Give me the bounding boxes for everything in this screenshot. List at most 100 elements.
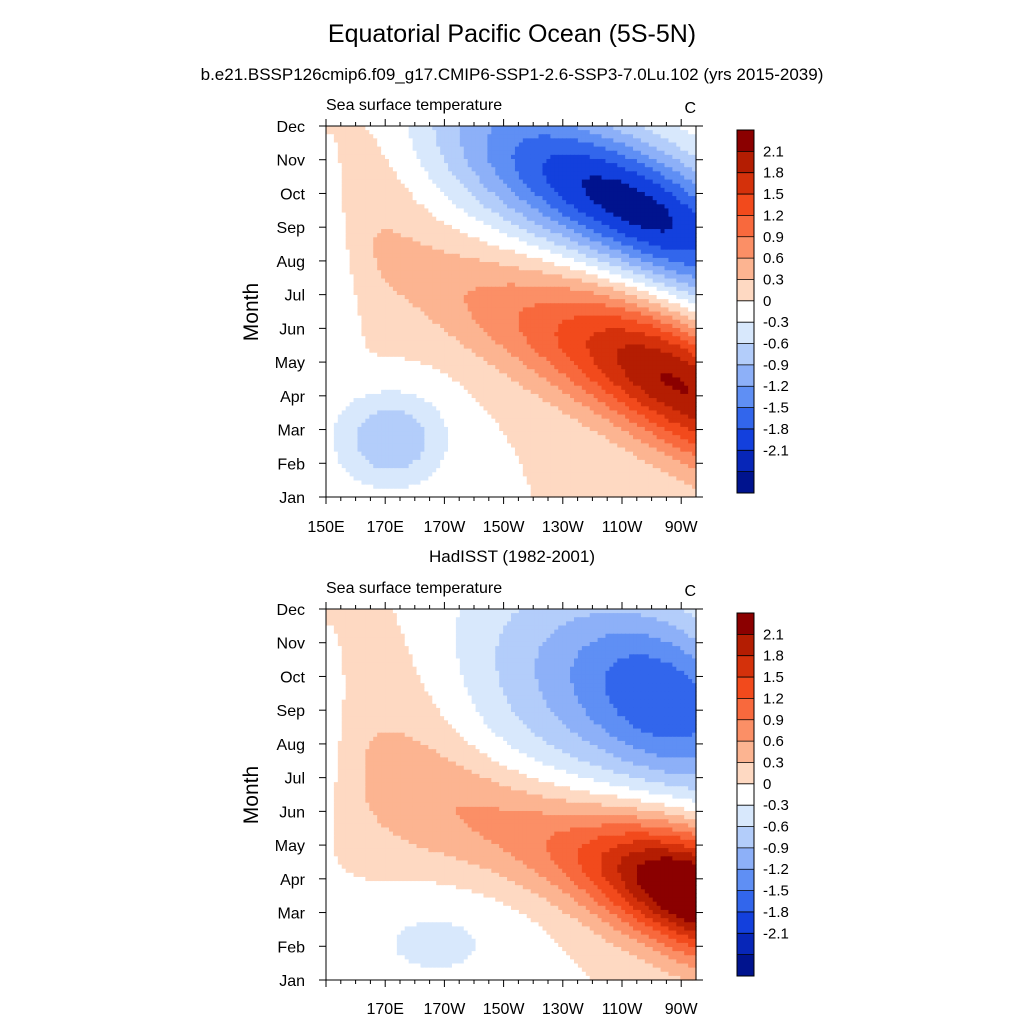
y-tick-label: Sep bbox=[277, 703, 306, 720]
colorbar-box bbox=[737, 407, 754, 430]
y-tick-label: Jan bbox=[279, 490, 305, 507]
panel-observations: Jan Feb Mar Apr May Jun Jul Aug Sep Oct Nov Dec 170E… bbox=[240, 580, 789, 1018]
colorbar-box bbox=[737, 911, 754, 934]
y-tick-label: Jun bbox=[279, 804, 305, 821]
sst-anomaly-field bbox=[326, 126, 697, 498]
colorbar-box bbox=[737, 677, 754, 699]
y-tick-label: Jan bbox=[279, 973, 305, 990]
colorbar-label: 1.8 bbox=[763, 648, 784, 665]
colorbar: 2.1 1.8 1.5 1.2 0.9 0.6 0.3 0 -0.3 -0.6 -0.9 -1.2 -1… bbox=[736, 612, 789, 977]
colorbar-box bbox=[737, 741, 754, 763]
panel-model: Jan Feb Mar Apr May Jun Jul Aug Sep Oct Nov Dec 150E… bbox=[240, 97, 789, 536]
y-tick-label: Aug bbox=[277, 737, 305, 754]
colorbar-box bbox=[737, 236, 754, 259]
colorbar-label: 0.9 bbox=[763, 712, 784, 729]
colorbar-label: -1.8 bbox=[763, 904, 789, 921]
colorbar-box bbox=[737, 634, 754, 656]
colorbar-label: 1.5 bbox=[763, 186, 784, 203]
y-tick-label: Mar bbox=[277, 423, 305, 440]
y-tick-label: Feb bbox=[277, 456, 305, 473]
y-tick-label: May bbox=[275, 838, 305, 855]
colorbar-label: 0.6 bbox=[763, 733, 784, 750]
y-tick-label: Feb bbox=[277, 939, 305, 956]
y-axis-title: Month bbox=[240, 766, 263, 824]
colorbar-box bbox=[737, 215, 754, 237]
colorbar-box bbox=[737, 130, 754, 152]
colorbar-label: 0.9 bbox=[763, 229, 784, 246]
colorbar-label: -1.2 bbox=[763, 378, 789, 395]
colorbar-label: -1.5 bbox=[763, 400, 789, 417]
colorbar-box bbox=[737, 762, 754, 785]
y-tick-label: Apr bbox=[280, 389, 306, 406]
y-tick-label: Sep bbox=[277, 220, 306, 237]
x-tick-label: 170E bbox=[367, 1001, 404, 1018]
colorbar-label: -1.5 bbox=[763, 883, 789, 900]
colorbar-label: -1.8 bbox=[763, 421, 789, 438]
colorbar-label: -1.2 bbox=[763, 861, 789, 878]
colorbar-label: -0.3 bbox=[763, 797, 789, 814]
colorbar-frame bbox=[736, 612, 755, 977]
colorbar-label: -0.9 bbox=[763, 840, 789, 857]
colorbar-box bbox=[737, 783, 754, 806]
x-tick-label: 130W bbox=[542, 519, 585, 536]
y-tick-label: Jun bbox=[279, 321, 305, 338]
colorbar-box bbox=[737, 258, 754, 280]
y-tick-label: Nov bbox=[277, 153, 305, 170]
colorbar-box bbox=[737, 300, 754, 323]
colorbar-label: 2.1 bbox=[763, 626, 784, 643]
colorbar-label: 1.2 bbox=[763, 207, 784, 224]
x-tick-label: 170E bbox=[367, 519, 404, 536]
colorbar-box bbox=[737, 954, 754, 977]
plot-frame bbox=[325, 125, 697, 498]
colorbar-label: 0.3 bbox=[763, 754, 784, 771]
colorbar-label: 0.3 bbox=[763, 271, 784, 288]
left-string: Sea surface temperature bbox=[326, 580, 502, 597]
figure-title: Equatorial Pacific Ocean (5S-5N) bbox=[327, 20, 697, 48]
colorbar-label: 2.1 bbox=[763, 143, 784, 160]
colorbar-label: -2.1 bbox=[763, 925, 789, 942]
plot-frame bbox=[325, 608, 697, 981]
colorbar-box bbox=[737, 172, 754, 195]
colorbar-box bbox=[737, 279, 754, 302]
colorbar-label: 0 bbox=[763, 293, 771, 310]
x-tick-label: 90W bbox=[665, 1001, 699, 1018]
colorbar-box bbox=[737, 933, 754, 955]
colorbar-box bbox=[737, 151, 754, 173]
colorbar: 2.1 1.8 1.5 1.2 0.9 0.6 0.3 0 -0.3 -0.6 -0.9 -1.2 -1… bbox=[736, 129, 789, 494]
colorbar-box bbox=[737, 655, 754, 678]
x-tick-label: 150W bbox=[483, 1001, 526, 1018]
y-tick-label: Dec bbox=[277, 602, 305, 619]
colorbar-box bbox=[737, 343, 754, 366]
x-tick-label: 130W bbox=[542, 1001, 585, 1018]
colorbar-frame bbox=[736, 129, 755, 494]
figure-subtitle: b.e21.BSSP126cmip6.f09_g17.CMIP6-SSP1-2.… bbox=[200, 65, 824, 84]
y-tick-label: May bbox=[275, 355, 305, 372]
x-tick-label: 170W bbox=[424, 519, 467, 536]
x-tick-label: 110W bbox=[602, 519, 644, 536]
y-axis-title: Month bbox=[240, 283, 263, 341]
colorbar-box bbox=[737, 428, 754, 451]
x-tick-label: 110W bbox=[602, 1001, 644, 1018]
right-string: C bbox=[684, 100, 696, 117]
colorbar-label: 1.2 bbox=[763, 690, 784, 707]
colorbar-box bbox=[737, 847, 754, 870]
colorbar-box bbox=[737, 805, 754, 827]
colorbar-box bbox=[737, 869, 754, 891]
colorbar-box bbox=[737, 386, 754, 408]
x-tick-label: 150W bbox=[483, 519, 526, 536]
y-tick-label: Oct bbox=[280, 669, 305, 686]
x-tick-label: 150E bbox=[307, 519, 344, 536]
colorbar-box bbox=[737, 450, 754, 472]
colorbar-label: 0 bbox=[763, 776, 771, 793]
y-tick-label: Dec bbox=[277, 119, 305, 136]
colorbar-label: -0.9 bbox=[763, 357, 789, 374]
y-tick-label: Jul bbox=[285, 288, 305, 305]
y-tick-label: Apr bbox=[280, 872, 306, 889]
y-tick-label: Aug bbox=[277, 254, 305, 271]
colorbar-label: -2.1 bbox=[763, 442, 789, 459]
y-tick-label: Mar bbox=[277, 906, 305, 923]
x-tick-label: 90W bbox=[665, 519, 699, 536]
colorbar-box bbox=[737, 322, 754, 344]
panel-2-title: HadISST (1982-2001) bbox=[428, 547, 595, 566]
